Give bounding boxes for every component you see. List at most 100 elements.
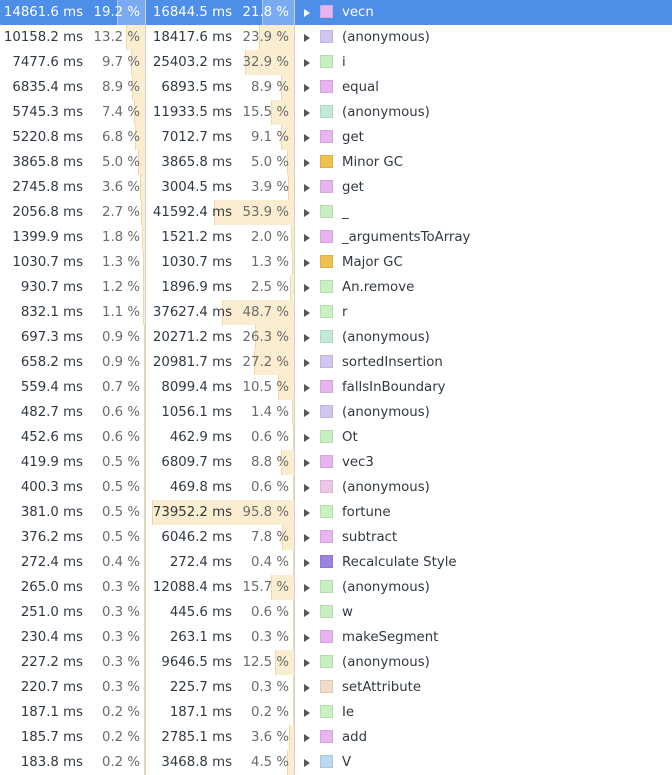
function-name-cell[interactable]: i	[295, 50, 672, 75]
expand-triangle-icon[interactable]	[304, 9, 310, 17]
expand-triangle-icon[interactable]	[304, 284, 310, 292]
expand-triangle-icon[interactable]	[304, 759, 310, 767]
expand-triangle-icon[interactable]	[304, 34, 310, 42]
expand-triangle-icon[interactable]	[304, 584, 310, 592]
expand-triangle-icon[interactable]	[304, 209, 310, 217]
expand-triangle-icon[interactable]	[304, 384, 310, 392]
table-row[interactable]: 381.0 ms 0.5 % 73952.2 ms 95.8 % fortune	[0, 500, 672, 525]
self-time-cell: 2056.8 ms 2.7 %	[0, 200, 146, 225]
expand-triangle-icon[interactable]	[304, 559, 310, 567]
function-name-cell[interactable]: vec3	[295, 450, 672, 475]
table-row[interactable]: 658.2 ms 0.9 % 20981.7 ms 27.2 % sortedInser…	[0, 350, 672, 375]
table-row[interactable]: 1399.9 ms 1.8 % 1521.2 ms 2.0 % _argumentsTo…	[0, 225, 672, 250]
function-name-cell[interactable]: Major GC	[295, 250, 672, 275]
table-row[interactable]: 2745.8 ms 3.6 % 3004.5 ms 3.9 % get	[0, 175, 672, 200]
expand-triangle-icon[interactable]	[304, 709, 310, 717]
total-time-percent: 27.2 %	[242, 355, 289, 370]
table-row[interactable]: 482.7 ms 0.6 % 1056.1 ms 1.4 % (anonymous)	[0, 400, 672, 425]
table-row[interactable]: 7477.6 ms 9.7 % 25403.2 ms 32.9 % i	[0, 50, 672, 75]
expand-triangle-icon[interactable]	[304, 434, 310, 442]
function-name-cell[interactable]: w	[295, 600, 672, 625]
function-name-cell[interactable]: _argumentsToArray	[295, 225, 672, 250]
function-name-cell[interactable]: get	[295, 125, 672, 150]
table-row[interactable]: 3865.8 ms 5.0 % 3865.8 ms 5.0 % Minor GC	[0, 150, 672, 175]
table-row[interactable]: 10158.2 ms 13.2 % 18417.6 ms 23.9 % (anonymo…	[0, 25, 672, 50]
expand-triangle-icon[interactable]	[304, 634, 310, 642]
expand-triangle-icon[interactable]	[304, 509, 310, 517]
function-name-cell[interactable]: (anonymous)	[295, 25, 672, 50]
function-name-cell[interactable]: (anonymous)	[295, 400, 672, 425]
function-name-cell[interactable]: (anonymous)	[295, 100, 672, 125]
function-name-cell[interactable]: sortedInsertion	[295, 350, 672, 375]
function-name-cell[interactable]: r	[295, 300, 672, 325]
function-name-cell[interactable]: (anonymous)	[295, 650, 672, 675]
table-row[interactable]: 251.0 ms 0.3 % 445.6 ms 0.6 % w	[0, 600, 672, 625]
table-row[interactable]: 185.7 ms 0.2 % 2785.1 ms 3.6 % add	[0, 725, 672, 750]
table-row[interactable]: 400.3 ms 0.5 % 469.8 ms 0.6 % (anonymous)	[0, 475, 672, 500]
expand-triangle-icon[interactable]	[304, 234, 310, 242]
function-name-cell[interactable]: vecn	[295, 0, 672, 25]
total-time-percent: 0.2 %	[250, 705, 289, 720]
function-name-cell[interactable]: subtract	[295, 525, 672, 550]
expand-triangle-icon[interactable]	[304, 734, 310, 742]
table-row[interactable]: 230.4 ms 0.3 % 263.1 ms 0.3 % makeSegment	[0, 625, 672, 650]
table-row[interactable]: 1030.7 ms 1.3 % 1030.7 ms 1.3 % Major GC	[0, 250, 672, 275]
function-name-cell[interactable]: Ot	[295, 425, 672, 450]
table-row[interactable]: 452.6 ms 0.6 % 462.9 ms 0.6 % Ot	[0, 425, 672, 450]
expand-triangle-icon[interactable]	[304, 309, 310, 317]
function-name-cell[interactable]: makeSegment	[295, 625, 672, 650]
table-row[interactable]: 6835.4 ms 8.9 % 6893.5 ms 8.9 % equal	[0, 75, 672, 100]
expand-triangle-icon[interactable]	[304, 459, 310, 467]
function-name-cell[interactable]: get	[295, 175, 672, 200]
expand-triangle-icon[interactable]	[304, 109, 310, 117]
self-time-cell: 482.7 ms 0.6 %	[0, 400, 146, 425]
table-row[interactable]: 14861.6 ms 19.2 % 16844.5 ms 21.8 % vecn	[0, 0, 672, 25]
table-row[interactable]: 697.3 ms 0.9 % 20271.2 ms 26.3 % (anonymous)	[0, 325, 672, 350]
expand-triangle-icon[interactable]	[304, 534, 310, 542]
table-row[interactable]: 272.4 ms 0.4 % 272.4 ms 0.4 % Recalculate St…	[0, 550, 672, 575]
table-row[interactable]: 930.7 ms 1.2 % 1896.9 ms 2.5 % An.remove	[0, 275, 672, 300]
function-name-cell[interactable]: (anonymous)	[295, 325, 672, 350]
table-row[interactable]: 220.7 ms 0.3 % 225.7 ms 0.3 % setAttribute	[0, 675, 672, 700]
expand-triangle-icon[interactable]	[304, 59, 310, 67]
function-name-cell[interactable]: (anonymous)	[295, 475, 672, 500]
expand-triangle-icon[interactable]	[304, 659, 310, 667]
category-color-swatch	[320, 730, 333, 743]
function-name-cell[interactable]: _	[295, 200, 672, 225]
table-row[interactable]: 832.1 ms 1.1 % 37627.4 ms 48.7 % r	[0, 300, 672, 325]
function-name-cell[interactable]: fallsInBoundary	[295, 375, 672, 400]
table-row[interactable]: 376.2 ms 0.5 % 6046.2 ms 7.8 % subtract	[0, 525, 672, 550]
function-name-cell[interactable]: Recalculate Style	[295, 550, 672, 575]
function-name-cell[interactable]: add	[295, 725, 672, 750]
function-name-cell[interactable]: (anonymous)	[295, 575, 672, 600]
expand-triangle-icon[interactable]	[304, 159, 310, 167]
function-name-cell[interactable]: V	[295, 750, 672, 775]
table-row[interactable]: 227.2 ms 0.3 % 9646.5 ms 12.5 % (anonymous)	[0, 650, 672, 675]
expand-triangle-icon[interactable]	[304, 259, 310, 267]
expand-triangle-icon[interactable]	[304, 134, 310, 142]
function-name-cell[interactable]: fortune	[295, 500, 672, 525]
total-time-cell: 445.6 ms 0.6 %	[146, 600, 295, 625]
table-row[interactable]: 265.0 ms 0.3 % 12088.4 ms 15.7 % (anonymous)	[0, 575, 672, 600]
table-row[interactable]: 187.1 ms 0.2 % 187.1 ms 0.2 % Ie	[0, 700, 672, 725]
table-row[interactable]: 559.4 ms 0.7 % 8099.4 ms 10.5 % fallsInBound…	[0, 375, 672, 400]
expand-triangle-icon[interactable]	[304, 409, 310, 417]
expand-triangle-icon[interactable]	[304, 484, 310, 492]
table-row[interactable]: 183.8 ms 0.2 % 3468.8 ms 4.5 % V	[0, 750, 672, 775]
table-row[interactable]: 419.9 ms 0.5 % 6809.7 ms 8.8 % vec3	[0, 450, 672, 475]
table-row[interactable]: 5220.8 ms 6.8 % 7012.7 ms 9.1 % get	[0, 125, 672, 150]
table-row[interactable]: 5745.3 ms 7.4 % 11933.5 ms 15.5 % (anonymous…	[0, 100, 672, 125]
expand-triangle-icon[interactable]	[304, 84, 310, 92]
total-percent-bar	[245, 50, 294, 75]
function-name-cell[interactable]: Ie	[295, 700, 672, 725]
table-row[interactable]: 2056.8 ms 2.7 % 41592.4 ms 53.9 % _	[0, 200, 672, 225]
function-name-cell[interactable]: setAttribute	[295, 675, 672, 700]
function-name-cell[interactable]: equal	[295, 75, 672, 100]
expand-triangle-icon[interactable]	[304, 359, 310, 367]
expand-triangle-icon[interactable]	[304, 684, 310, 692]
expand-triangle-icon[interactable]	[304, 609, 310, 617]
expand-triangle-icon[interactable]	[304, 334, 310, 342]
function-name-cell[interactable]: An.remove	[295, 275, 672, 300]
expand-triangle-icon[interactable]	[304, 184, 310, 192]
function-name-cell[interactable]: Minor GC	[295, 150, 672, 175]
